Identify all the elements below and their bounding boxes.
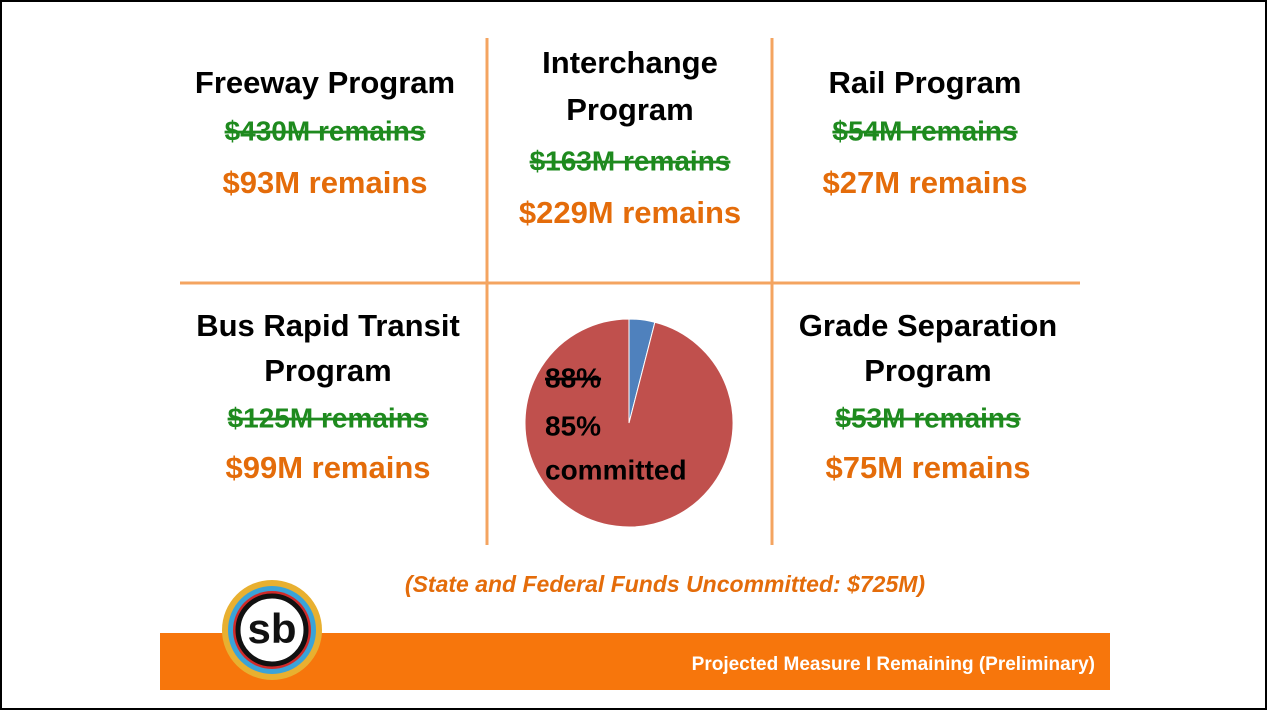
logo-core (235, 593, 309, 667)
cell-title: Interchange (542, 45, 718, 80)
cell-title: Bus Rapid Transit (196, 308, 460, 343)
new-amount: $229M remains (519, 195, 741, 230)
logo: sb (222, 580, 322, 680)
percent-label: 85% (545, 410, 601, 441)
cell-title: Program (566, 92, 693, 127)
old-amount: $54M remains (832, 115, 1017, 146)
pie-slice (524, 318, 734, 528)
new-amount: $99M remains (225, 450, 430, 485)
grid-dividers (180, 38, 1080, 545)
cell-title: Program (864, 353, 991, 388)
cell-title: Rail Program (829, 65, 1022, 100)
pie-chart (524, 318, 734, 528)
new-amount: $27M remains (822, 165, 1027, 200)
old-amount: $163M remains (530, 145, 731, 176)
cell-title: Program (264, 353, 391, 388)
percent-label: committed (545, 454, 687, 485)
logo-text: sb (247, 605, 296, 652)
old-amount: $53M remains (835, 402, 1020, 433)
new-amount: $93M remains (222, 165, 427, 200)
old-amount: $430M remains (225, 115, 426, 146)
footer-text: Projected Measure I Remaining (Prelimina… (692, 654, 1095, 675)
old-percent: 88% (545, 362, 601, 393)
cell-title: Grade Separation (799, 308, 1057, 343)
old-amount: $125M remains (228, 402, 429, 433)
funds-note: (State and Federal Funds Uncommitted: $7… (405, 571, 925, 597)
cell-title: Freeway Program (195, 65, 455, 100)
new-amount: $75M remains (825, 450, 1030, 485)
